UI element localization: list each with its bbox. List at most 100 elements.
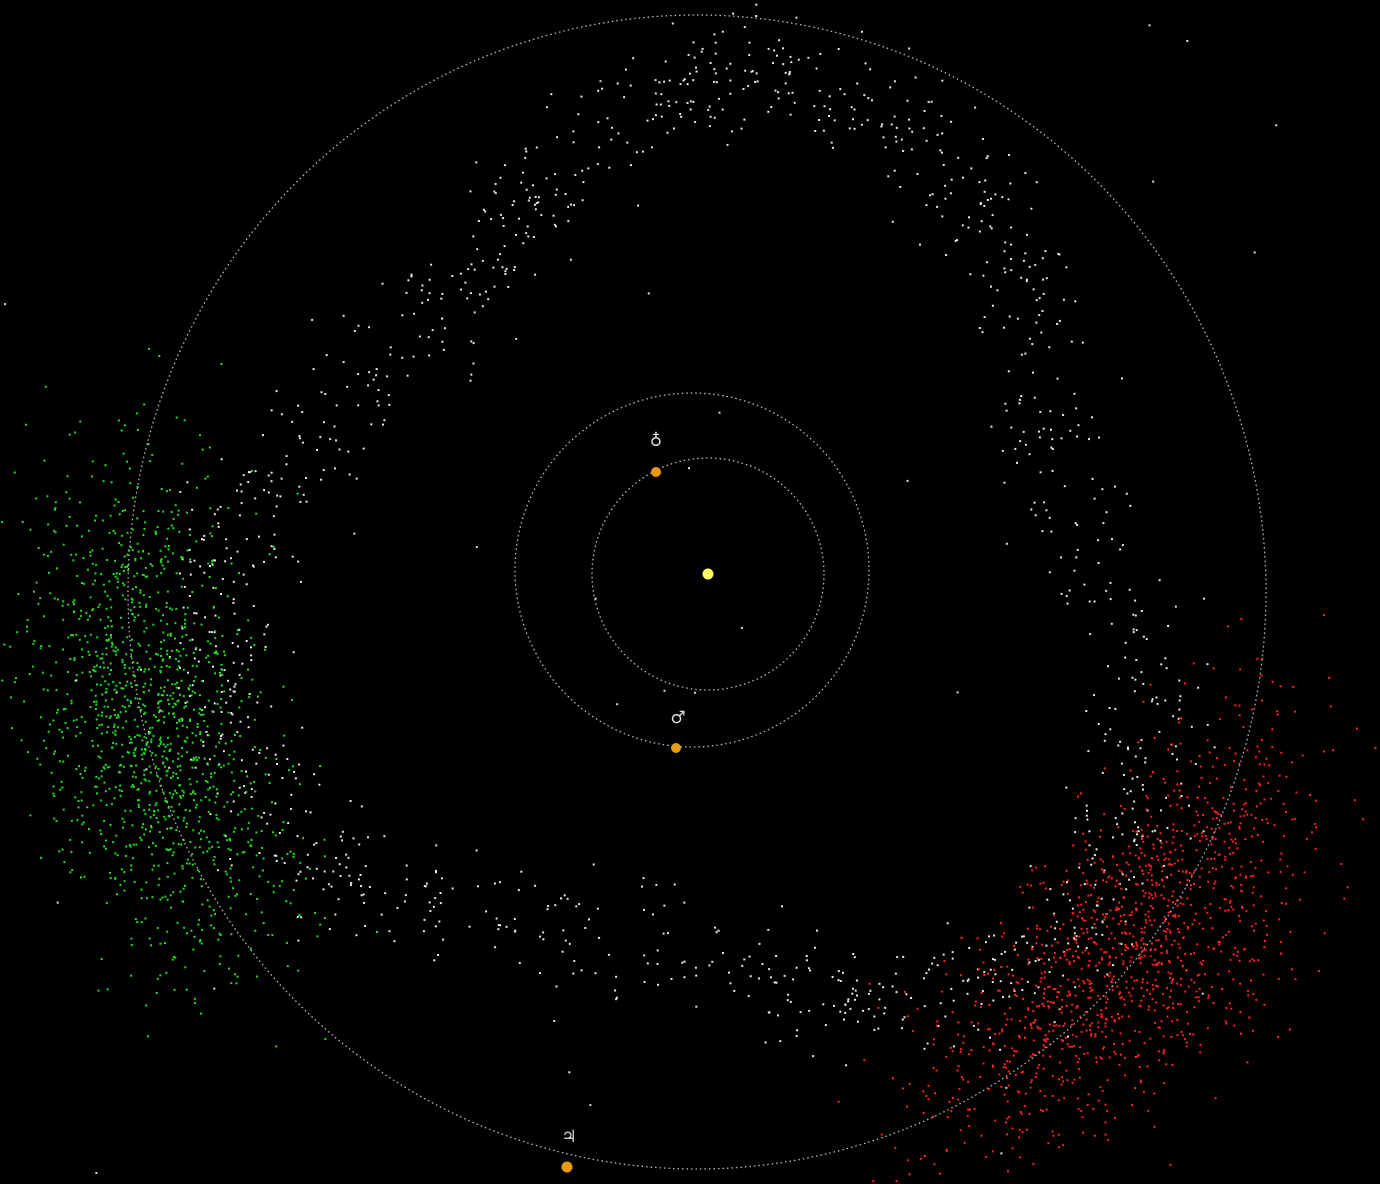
trojan-l4 [99, 657, 102, 660]
trojan-l5 [1233, 1024, 1236, 1027]
hilda-asteroid [484, 210, 487, 213]
hilda-asteroid [328, 928, 331, 931]
trojan-l4 [281, 857, 284, 860]
hilda-asteroid [1095, 848, 1098, 851]
hilda-asteroid [191, 684, 194, 687]
trojan-l5 [1259, 895, 1262, 898]
trojan-l5 [932, 1043, 935, 1046]
trojan-l4 [100, 958, 103, 960]
trojan-l4 [109, 877, 112, 880]
trojan-l5 [1236, 950, 1239, 953]
trojan-l4 [213, 651, 216, 654]
trojan-l5 [974, 1000, 977, 1003]
hilda-asteroid [437, 954, 439, 956]
trojan-l4 [191, 876, 194, 879]
trojan-l5 [1206, 857, 1209, 860]
hilda-asteroid [906, 99, 909, 102]
trojan-l5 [1273, 824, 1276, 827]
trojan-l5 [1082, 932, 1085, 935]
trojan-l4 [95, 664, 98, 667]
trojan-l4 [120, 790, 123, 793]
hilda-asteroid [867, 992, 870, 995]
hilda-asteroid [389, 346, 392, 349]
trojan-l5 [1215, 817, 1218, 819]
trojan-l4 [108, 787, 111, 790]
trojan-l5 [1240, 889, 1243, 892]
trojan-l5 [1066, 948, 1069, 951]
hilda-asteroid [347, 450, 350, 453]
hilda-asteroid [1141, 882, 1144, 885]
trojan-l4 [221, 634, 224, 637]
trojan-l4 [140, 897, 143, 900]
trojan-l4 [28, 673, 31, 675]
hilda-asteroid [1165, 796, 1168, 799]
trojan-l4 [155, 992, 158, 994]
trojan-l4 [91, 460, 94, 463]
trojan-l4 [193, 799, 195, 802]
trojan-l4 [102, 766, 105, 769]
trojan-l5 [1222, 796, 1225, 799]
trojan-l4 [145, 744, 148, 747]
trojan-l4 [62, 760, 65, 763]
hilda-asteroid [986, 199, 989, 201]
hilda-asteroid [1141, 835, 1144, 838]
trojan-l4 [162, 761, 165, 764]
trojan-l4 [137, 706, 140, 709]
trojan-l4 [166, 679, 169, 682]
hilda-asteroid [980, 1002, 983, 1005]
hilda-asteroid [945, 254, 948, 256]
hilda-asteroid [899, 186, 902, 188]
trojan-l4 [150, 738, 153, 741]
trojan-l5 [1013, 1050, 1016, 1053]
trojan-l4 [135, 843, 138, 846]
trojan-l4 [173, 702, 176, 705]
trojan-l4 [136, 542, 139, 545]
trojan-l5 [1211, 807, 1214, 810]
hilda-asteroid [532, 236, 535, 238]
trojan-l5 [1018, 1128, 1021, 1131]
hilda-asteroid [250, 646, 252, 649]
trojan-l4 [127, 564, 129, 567]
hilda-asteroid [754, 81, 757, 83]
trojan-l5 [1111, 1029, 1114, 1032]
hilda-asteroid [956, 239, 958, 242]
trojan-l4 [86, 641, 89, 644]
hilda-asteroid [476, 248, 479, 251]
hilda-asteroid [272, 515, 275, 518]
hilda-asteroid [729, 982, 732, 985]
trojan-l4 [149, 790, 152, 793]
hilda-asteroid [596, 907, 599, 910]
trojan-l4 [267, 933, 270, 936]
hilda-asteroid [188, 695, 191, 697]
trojan-l5 [1069, 992, 1072, 995]
trojan-l4 [115, 653, 118, 656]
trojan-l5 [1196, 943, 1199, 946]
trojan-l4 [50, 550, 53, 553]
hilda-asteroid [923, 977, 926, 980]
hilda-asteroid [873, 1015, 876, 1018]
trojan-l5 [1125, 980, 1128, 983]
trojan-l4 [137, 803, 140, 806]
trojan-l5 [1292, 685, 1295, 688]
hilda-asteroid [370, 423, 373, 426]
trojan-l5 [1185, 969, 1188, 972]
trojan-l5 [1285, 902, 1287, 905]
trojan-l4 [111, 643, 114, 646]
trojan-l5 [945, 973, 948, 976]
hilda-asteroid [1109, 598, 1112, 601]
trojan-l5 [1006, 1100, 1009, 1103]
trojan-l5 [1144, 919, 1147, 922]
trojan-l4 [143, 713, 146, 715]
hilda-asteroid [418, 335, 421, 338]
hilda-asteroid [793, 101, 796, 104]
trojan-l5 [1088, 960, 1091, 962]
trojan-l5 [1177, 869, 1180, 872]
hilda-asteroid [525, 188, 528, 191]
hilda-asteroid [1121, 812, 1124, 815]
trojan-l4 [252, 866, 255, 869]
trojan-l4 [194, 806, 197, 809]
hilda-asteroid [713, 80, 716, 83]
trojan-l4 [220, 363, 223, 365]
hilda-asteroid [357, 404, 360, 407]
hilda-asteroid [950, 987, 953, 990]
